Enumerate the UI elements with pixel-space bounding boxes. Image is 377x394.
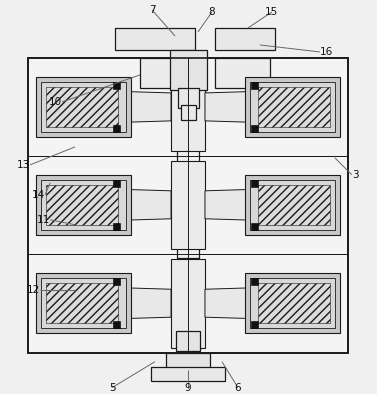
Bar: [171, 259, 205, 348]
Polygon shape: [38, 187, 171, 223]
Bar: [215, 28, 275, 50]
Polygon shape: [205, 187, 338, 223]
Bar: [113, 278, 120, 285]
Bar: [245, 175, 340, 235]
Bar: [115, 28, 195, 50]
Text: 5: 5: [109, 383, 115, 393]
Bar: [251, 125, 258, 132]
Bar: [41, 180, 126, 230]
Bar: [171, 108, 205, 113]
Polygon shape: [38, 89, 171, 125]
Bar: [46, 185, 118, 225]
Bar: [113, 321, 120, 328]
Bar: [171, 63, 205, 151]
Bar: [176, 331, 200, 351]
Bar: [36, 273, 131, 333]
Bar: [46, 283, 118, 323]
Bar: [171, 63, 205, 111]
Bar: [178, 88, 199, 108]
Bar: [36, 175, 131, 235]
Text: 15: 15: [265, 7, 279, 17]
Text: 9: 9: [185, 383, 191, 393]
Bar: [251, 223, 258, 230]
Text: 12: 12: [27, 285, 40, 295]
Bar: [171, 161, 205, 249]
Bar: [28, 58, 348, 353]
Bar: [251, 180, 258, 187]
Bar: [177, 108, 199, 258]
Bar: [250, 180, 335, 230]
Bar: [113, 82, 120, 89]
Bar: [251, 321, 258, 328]
Bar: [46, 87, 118, 127]
Text: 7: 7: [149, 5, 155, 15]
Bar: [258, 185, 330, 225]
Bar: [166, 353, 210, 369]
Bar: [251, 278, 258, 285]
Bar: [250, 278, 335, 328]
Bar: [113, 180, 120, 187]
Bar: [113, 125, 120, 132]
Bar: [215, 58, 270, 88]
Bar: [113, 223, 120, 230]
Bar: [258, 87, 330, 127]
Bar: [251, 82, 258, 89]
Bar: [140, 58, 195, 88]
Text: 3: 3: [352, 170, 359, 180]
Text: 13: 13: [17, 160, 30, 170]
Text: 11: 11: [37, 215, 50, 225]
Text: 14: 14: [32, 190, 45, 200]
Polygon shape: [38, 285, 171, 321]
Bar: [151, 367, 225, 381]
Bar: [170, 50, 207, 90]
Text: 10: 10: [49, 97, 62, 107]
Bar: [250, 82, 335, 132]
Bar: [41, 82, 126, 132]
Bar: [258, 283, 330, 323]
Bar: [245, 273, 340, 333]
Text: 16: 16: [320, 47, 333, 57]
Polygon shape: [205, 285, 338, 321]
Text: 8: 8: [208, 7, 215, 17]
Bar: [181, 105, 196, 120]
Bar: [36, 77, 131, 137]
Text: 6: 6: [234, 383, 241, 393]
Bar: [41, 278, 126, 328]
Polygon shape: [205, 89, 338, 125]
Bar: [28, 58, 348, 353]
Bar: [245, 77, 340, 137]
